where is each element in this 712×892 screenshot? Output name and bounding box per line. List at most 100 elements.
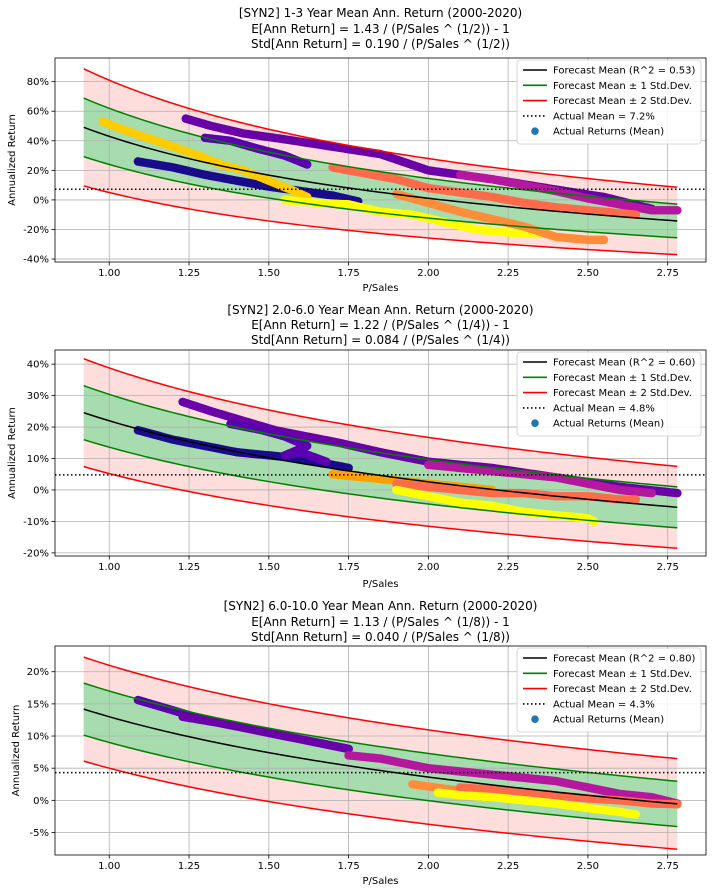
std2-lower-line bbox=[83, 185, 678, 256]
y-tick-label: 10% bbox=[27, 454, 49, 465]
std1-upper-line bbox=[83, 385, 678, 488]
std1-lower-line bbox=[83, 734, 678, 828]
y-axis-label: Annualized Return bbox=[7, 407, 18, 499]
legend-marker bbox=[531, 715, 539, 723]
x-tick-label: 1.75 bbox=[337, 268, 359, 279]
y-tick-label: 20% bbox=[27, 166, 49, 177]
x-tick-label: 1.00 bbox=[98, 268, 120, 279]
x-tick-label: 2.00 bbox=[417, 562, 439, 573]
y-tick-label: 0% bbox=[33, 485, 49, 496]
y-tick-label: 15% bbox=[27, 699, 49, 710]
y-axis-label: Annualized Return bbox=[11, 705, 22, 797]
legend-entry-actual-mean: Actual Mean = 7.2% bbox=[553, 111, 655, 122]
legend-entry-std1: Forecast Mean ± 1 Std.Dev. bbox=[553, 81, 692, 92]
y-tick-label: 0% bbox=[33, 796, 49, 807]
x-tick-label: 2.25 bbox=[497, 562, 519, 573]
scatter-point bbox=[647, 488, 657, 498]
y-tick-label: 40% bbox=[27, 360, 49, 371]
std1-lower-line bbox=[83, 155, 678, 239]
x-tick-label: 1.75 bbox=[337, 562, 359, 573]
scatter-point bbox=[599, 235, 609, 245]
std1-upper-line bbox=[83, 97, 678, 205]
x-tick-label: 2.75 bbox=[657, 562, 679, 573]
scatter-point bbox=[631, 810, 641, 819]
x-tick-label: 2.25 bbox=[497, 861, 519, 872]
y-tick-label: -20% bbox=[23, 225, 49, 236]
chart-title-line: [SYN2] 1-3 Year Mean Ann. Return (2000-2… bbox=[239, 6, 522, 20]
scatter-point bbox=[344, 744, 353, 754]
chart-title-line: [SYN2] 6.0-10.0 Year Mean Ann. Return (2… bbox=[224, 599, 538, 613]
y-tick-label: 60% bbox=[27, 107, 49, 118]
x-tick-label: 1.50 bbox=[258, 562, 280, 573]
x-tick-label: 1.50 bbox=[258, 268, 280, 279]
x-axis-label: P/Sales bbox=[362, 876, 398, 887]
legend-entry-forecast-mean: Forecast Mean (R^2 = 0.53) bbox=[553, 66, 696, 77]
chart-title-line: E[Ann Return] = 1.43 / (P/Sales ^ (1/2))… bbox=[251, 22, 510, 36]
plot-area bbox=[55, 58, 706, 262]
legend-box bbox=[516, 59, 702, 145]
legend-entry-forecast-mean: Forecast Mean (R^2 = 0.60) bbox=[553, 358, 696, 369]
axes-frame bbox=[54, 645, 707, 856]
x-tick-label: 2.00 bbox=[417, 268, 439, 279]
x-tick-label: 2.25 bbox=[497, 268, 519, 279]
legend-entry-std2: Forecast Mean ± 2 Std.Dev. bbox=[553, 684, 692, 695]
chart-title-line: E[Ann Return] = 1.22 / (P/Sales ^ (1/4))… bbox=[251, 318, 510, 332]
x-tick-label: 1.00 bbox=[98, 861, 120, 872]
x-axis-label: P/Sales bbox=[362, 283, 398, 294]
legend-entry-actual-returns: Actual Returns (Mean) bbox=[553, 715, 664, 726]
scatter-point bbox=[321, 457, 331, 466]
legend-entry-std2: Forecast Mean ± 2 Std.Dev. bbox=[553, 96, 692, 107]
axes-frame bbox=[54, 349, 707, 557]
std2-lower-line bbox=[83, 465, 678, 549]
legend-marker bbox=[531, 419, 539, 428]
chart-title-line: Std[Ann Return] = 0.084 / (P/Sales ^ (1/… bbox=[251, 333, 510, 347]
y-tick-label: -5% bbox=[30, 828, 49, 839]
y-tick-label: 30% bbox=[27, 391, 49, 402]
forecast-mean-line bbox=[83, 126, 678, 222]
chart-panel-2-6-year: [SYN2] 2.0-6.0 Year Mean Ann. Return (20… bbox=[7, 303, 707, 590]
x-tick-label: 1.25 bbox=[178, 268, 200, 279]
legend-entry-std1: Forecast Mean ± 1 Std.Dev. bbox=[553, 373, 692, 384]
chart-title-line: E[Ann Return] = 1.13 / (P/Sales ^ (1/8))… bbox=[251, 615, 510, 629]
scatter-point bbox=[672, 488, 682, 498]
plot-area bbox=[55, 350, 706, 556]
scatter-point bbox=[672, 205, 682, 215]
chart-panel-1-3-year: [SYN2] 1-3 Year Mean Ann. Return (2000-2… bbox=[7, 6, 707, 294]
x-tick-label: 2.50 bbox=[577, 562, 599, 573]
legend-entry-std2: Forecast Mean ± 2 Std.Dev. bbox=[553, 388, 692, 399]
x-axis-label: P/Sales bbox=[362, 579, 398, 590]
plot-area bbox=[55, 646, 706, 855]
std1-lower-line bbox=[83, 438, 678, 529]
y-tick-label: 20% bbox=[27, 423, 49, 434]
std2-upper-line bbox=[83, 656, 678, 760]
y-tick-label: 40% bbox=[27, 136, 49, 147]
chart-panel-6-10-year: [SYN2] 6.0-10.0 Year Mean Ann. Return (2… bbox=[11, 599, 707, 887]
legend-entry-actual-mean: Actual Mean = 4.8% bbox=[553, 403, 655, 414]
x-tick-label: 1.50 bbox=[258, 861, 280, 872]
legend-box bbox=[516, 647, 702, 733]
x-tick-label: 1.25 bbox=[178, 562, 200, 573]
legend-entry-std1: Forecast Mean ± 1 Std.Dev. bbox=[553, 669, 692, 680]
legend-entry-actual-returns: Actual Returns (Mean) bbox=[553, 127, 664, 138]
y-tick-label: 5% bbox=[33, 764, 49, 775]
x-tick-label: 2.75 bbox=[657, 861, 679, 872]
y-tick-label: -20% bbox=[23, 548, 49, 559]
x-tick-label: 1.75 bbox=[337, 861, 359, 872]
chart-title-line: [SYN2] 2.0-6.0 Year Mean Ann. Return (20… bbox=[227, 303, 533, 317]
legend-entry-actual-mean: Actual Mean = 4.3% bbox=[553, 699, 655, 710]
legend-entry-actual-returns: Actual Returns (Mean) bbox=[553, 419, 664, 430]
std2-upper-line bbox=[83, 358, 678, 468]
scatter-point bbox=[631, 210, 641, 219]
y-tick-label: 10% bbox=[27, 732, 49, 743]
scatter-point bbox=[631, 495, 641, 504]
std1-upper-line bbox=[83, 682, 678, 783]
forecast-mean-line bbox=[83, 708, 678, 805]
x-tick-label: 2.50 bbox=[577, 861, 599, 872]
std2-upper-line bbox=[83, 68, 678, 189]
y-tick-label: 80% bbox=[27, 77, 49, 88]
y-tick-label: 20% bbox=[27, 667, 49, 678]
x-tick-label: 1.25 bbox=[178, 861, 200, 872]
y-axis-label: Annualized Return bbox=[7, 114, 18, 206]
x-tick-label: 2.75 bbox=[657, 268, 679, 279]
